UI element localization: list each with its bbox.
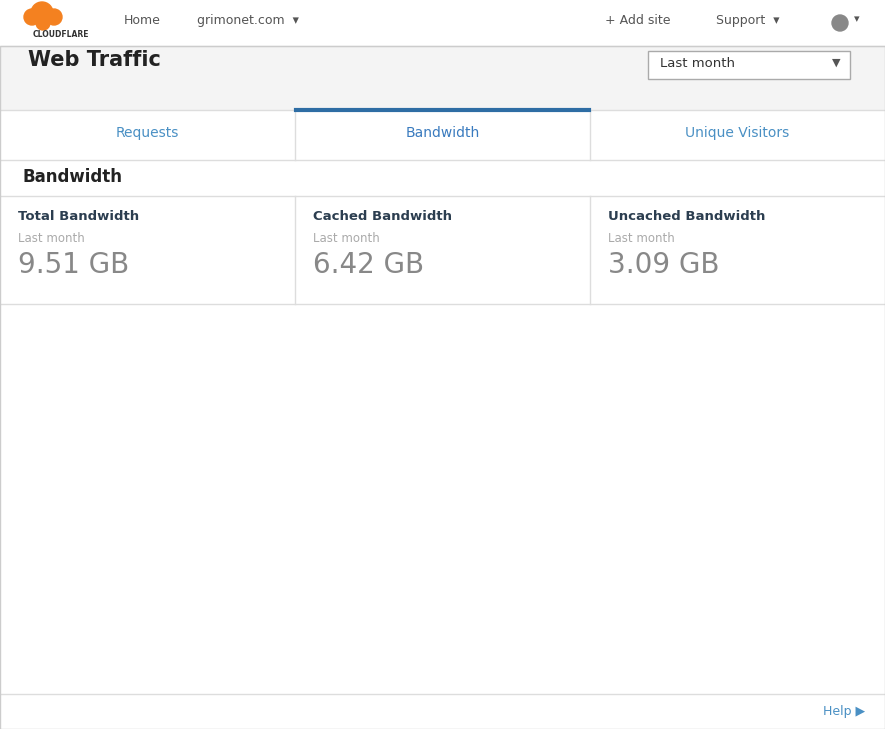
Text: Last month: Last month	[313, 232, 380, 245]
FancyBboxPatch shape	[590, 196, 885, 304]
Text: Total Bandwidth: Total Bandwidth	[18, 210, 139, 223]
Text: Cached Bandwidth: Cached Bandwidth	[313, 210, 452, 223]
Text: Home: Home	[124, 14, 160, 27]
Text: Bandwidth: Bandwidth	[22, 168, 122, 186]
Text: ▾: ▾	[854, 14, 859, 24]
FancyBboxPatch shape	[295, 196, 590, 304]
Text: Last month: Last month	[608, 232, 674, 245]
Text: CLOUDFLARE: CLOUDFLARE	[33, 30, 89, 39]
Text: Last month: Last month	[18, 232, 85, 245]
FancyBboxPatch shape	[0, 160, 885, 196]
Text: Requests: Requests	[116, 126, 179, 140]
Text: Uncached Bandwidth: Uncached Bandwidth	[608, 210, 766, 223]
Text: grimonet.com  ▾: grimonet.com ▾	[197, 14, 299, 27]
FancyBboxPatch shape	[648, 51, 850, 79]
Circle shape	[36, 16, 50, 30]
FancyBboxPatch shape	[0, 110, 885, 160]
FancyBboxPatch shape	[0, 304, 885, 694]
FancyBboxPatch shape	[0, 46, 885, 110]
Circle shape	[31, 2, 53, 24]
Text: 6.42 GB: 6.42 GB	[313, 251, 424, 279]
Legend: Cached, Uncached: Cached, Uncached	[691, 248, 867, 270]
Text: 9.51 GB: 9.51 GB	[18, 251, 129, 279]
Text: Unique Visitors: Unique Visitors	[685, 126, 789, 140]
Circle shape	[46, 9, 62, 25]
Text: Help ▶: Help ▶	[823, 705, 865, 718]
Circle shape	[24, 9, 40, 25]
Text: Support  ▾: Support ▾	[716, 14, 780, 27]
Circle shape	[832, 15, 848, 31]
Text: ▼: ▼	[832, 58, 840, 68]
Y-axis label: Bandwidth: Bandwidth	[0, 456, 2, 520]
Text: + Add site: + Add site	[605, 14, 671, 27]
X-axis label: Time (local): Time (local)	[434, 664, 507, 677]
Text: Bandwidth: Bandwidth	[405, 126, 480, 140]
FancyBboxPatch shape	[0, 694, 885, 729]
Text: Last month: Last month	[660, 57, 735, 70]
FancyBboxPatch shape	[0, 196, 295, 304]
Text: 3.09 GB: 3.09 GB	[608, 251, 720, 279]
FancyBboxPatch shape	[0, 0, 885, 46]
Text: Web Traffic: Web Traffic	[28, 50, 161, 70]
